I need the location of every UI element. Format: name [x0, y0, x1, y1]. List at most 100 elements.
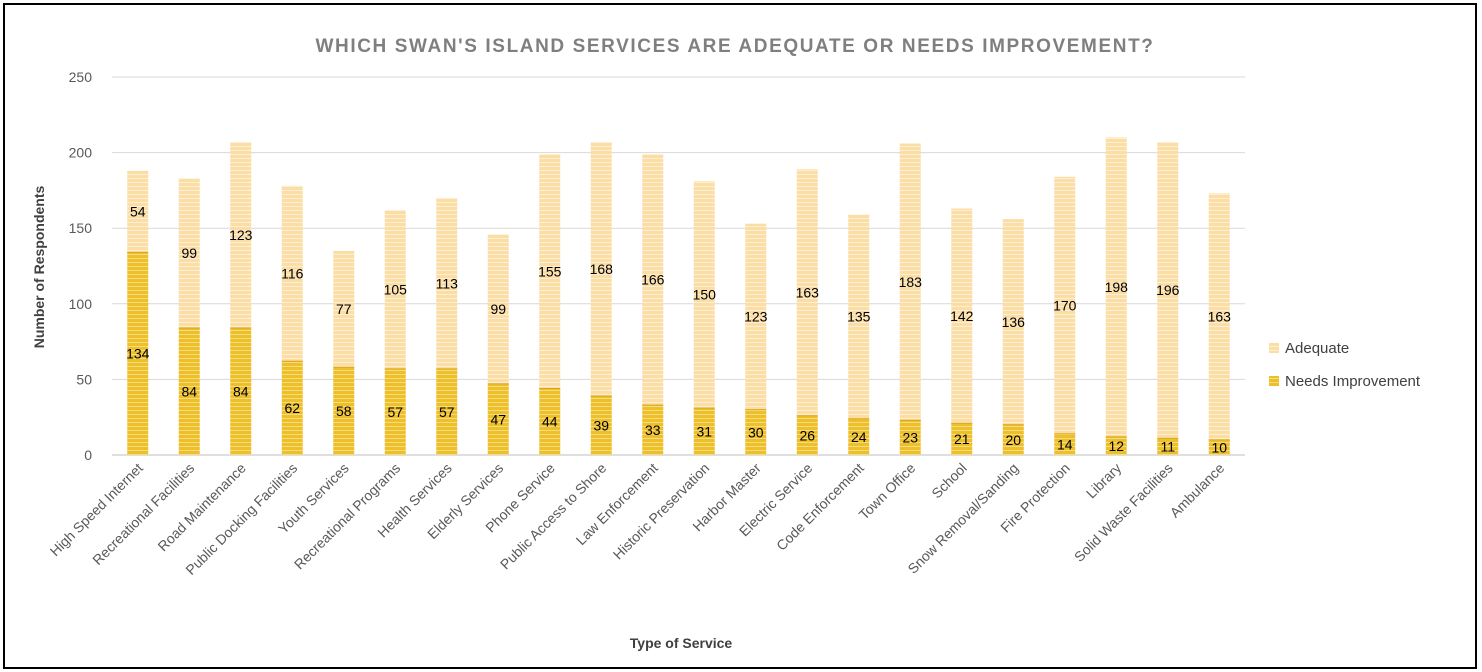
data-label-adequate: 99 [490, 301, 506, 317]
data-label-needs-improvement: 62 [284, 400, 300, 416]
data-label-adequate: 155 [538, 263, 562, 279]
x-tick-label: Code Enforcement [773, 460, 867, 554]
y-tick-label: 150 [69, 220, 93, 236]
data-label-needs-improvement: 20 [1005, 432, 1021, 448]
bar-needs-improvement [1054, 433, 1076, 455]
y-axis-ticks: 0 50 100 150 200 250 [69, 69, 93, 463]
data-label-adequate: 150 [693, 287, 717, 303]
bar-needs-improvement [1208, 439, 1230, 455]
data-label-needs-improvement: 84 [181, 383, 197, 399]
data-label-needs-improvement: 14 [1057, 436, 1073, 452]
y-axis-label: Number of Respondents [31, 186, 47, 349]
y-tick-label: 200 [69, 145, 93, 161]
data-label-adequate: 170 [1053, 297, 1077, 313]
data-label-adequate: 123 [744, 309, 768, 325]
data-label-needs-improvement: 31 [696, 424, 712, 440]
data-label-needs-improvement: 30 [748, 424, 764, 440]
legend-swatch-adequate [1269, 343, 1279, 353]
x-tick-label: High Speed Internet [47, 460, 146, 559]
data-label-needs-improvement: 10 [1211, 439, 1227, 455]
bar-adequate [1157, 142, 1179, 439]
data-label-adequate: 77 [336, 301, 352, 317]
bar-needs-improvement [1157, 438, 1179, 455]
data-label-needs-improvement: 44 [542, 414, 558, 430]
data-label-adequate: 54 [130, 204, 146, 220]
data-label-adequate: 116 [281, 266, 304, 282]
bar-adequate [333, 250, 355, 368]
bars: 134 54 84 99 84 123 62 116 58 77 57 105 57 113 47 99 44 1… [126, 137, 1231, 455]
y-tick-label: 100 [69, 296, 93, 312]
bar-needs-improvement [178, 327, 200, 455]
data-label-adequate: 123 [229, 227, 253, 243]
bar-adequate [230, 142, 252, 328]
bar-needs-improvement [539, 388, 561, 455]
data-label-needs-improvement: 21 [954, 431, 970, 447]
data-label-adequate: 135 [847, 309, 871, 325]
data-label-needs-improvement: 11 [1160, 439, 1175, 455]
bar-needs-improvement [281, 361, 303, 455]
bar-needs-improvement [693, 408, 715, 455]
bar-adequate [1054, 176, 1076, 434]
chart-border [3, 3, 1477, 669]
data-label-adequate: 142 [950, 308, 974, 324]
bar-adequate [1105, 137, 1127, 437]
x-tick-label: Town Office [856, 460, 919, 523]
bar-adequate [281, 185, 303, 362]
data-label-needs-improvement: 57 [387, 404, 403, 420]
bar-needs-improvement [745, 409, 767, 455]
bar-adequate [848, 214, 870, 419]
legend-swatch-needs-improvement [1269, 376, 1279, 386]
data-label-adequate: 113 [436, 275, 459, 291]
data-label-needs-improvement: 24 [851, 429, 867, 445]
bar-needs-improvement [951, 423, 973, 455]
bar-needs-improvement [487, 383, 509, 455]
data-label-needs-improvement: 12 [1108, 438, 1124, 454]
data-label-adequate: 183 [899, 274, 923, 290]
data-label-needs-improvement: 47 [490, 411, 506, 427]
data-label-needs-improvement: 134 [126, 346, 150, 362]
bar-needs-improvement [796, 415, 818, 455]
y-tick-label: 250 [69, 69, 93, 85]
bar-needs-improvement [848, 418, 870, 455]
bar-adequate [539, 154, 561, 389]
bar-needs-improvement [590, 396, 612, 455]
x-tick-label: School [928, 460, 970, 502]
data-label-needs-improvement: 23 [902, 430, 918, 446]
data-label-adequate: 163 [1208, 309, 1232, 325]
bar-adequate [1002, 219, 1024, 425]
legend: Adequate Needs Improvement [1269, 340, 1421, 390]
data-label-needs-improvement: 39 [593, 418, 609, 434]
bar-adequate [384, 210, 406, 369]
data-label-needs-improvement: 84 [233, 383, 249, 399]
bar-adequate [951, 208, 973, 424]
data-label-adequate: 198 [1105, 279, 1129, 295]
x-tick-label: Library [1083, 460, 1125, 502]
data-label-needs-improvement: 33 [645, 422, 661, 438]
data-label-adequate: 166 [641, 272, 665, 288]
data-label-needs-improvement: 57 [439, 404, 455, 420]
bar-adequate [796, 169, 818, 416]
chart-title: WHICH SWAN'S ISLAND SERVICES ARE ADEQUAT… [316, 36, 1155, 57]
bar-adequate [487, 234, 509, 384]
bar-needs-improvement [1002, 424, 1024, 455]
legend-label-adequate: Adequate [1285, 340, 1349, 357]
y-tick-label: 0 [84, 447, 92, 463]
bar-needs-improvement [127, 252, 149, 455]
x-tick-label: Ambulance [1167, 460, 1228, 521]
bar-adequate [899, 143, 921, 421]
bar-needs-improvement [1105, 436, 1127, 455]
x-tick-label: Solid Waste Facilities [1071, 460, 1176, 565]
x-tick-label: Historic Preservation [610, 460, 713, 563]
bar-adequate [642, 154, 664, 406]
bar-adequate [1208, 193, 1230, 440]
data-label-adequate: 163 [796, 284, 820, 300]
bar-adequate [745, 223, 767, 410]
data-label-needs-improvement: 58 [336, 403, 352, 419]
x-tick-label: Road Maintenance [154, 460, 249, 555]
x-axis-label: Type of Service [630, 635, 733, 651]
bar-needs-improvement [384, 368, 406, 455]
y-tick-label: 50 [76, 371, 92, 387]
